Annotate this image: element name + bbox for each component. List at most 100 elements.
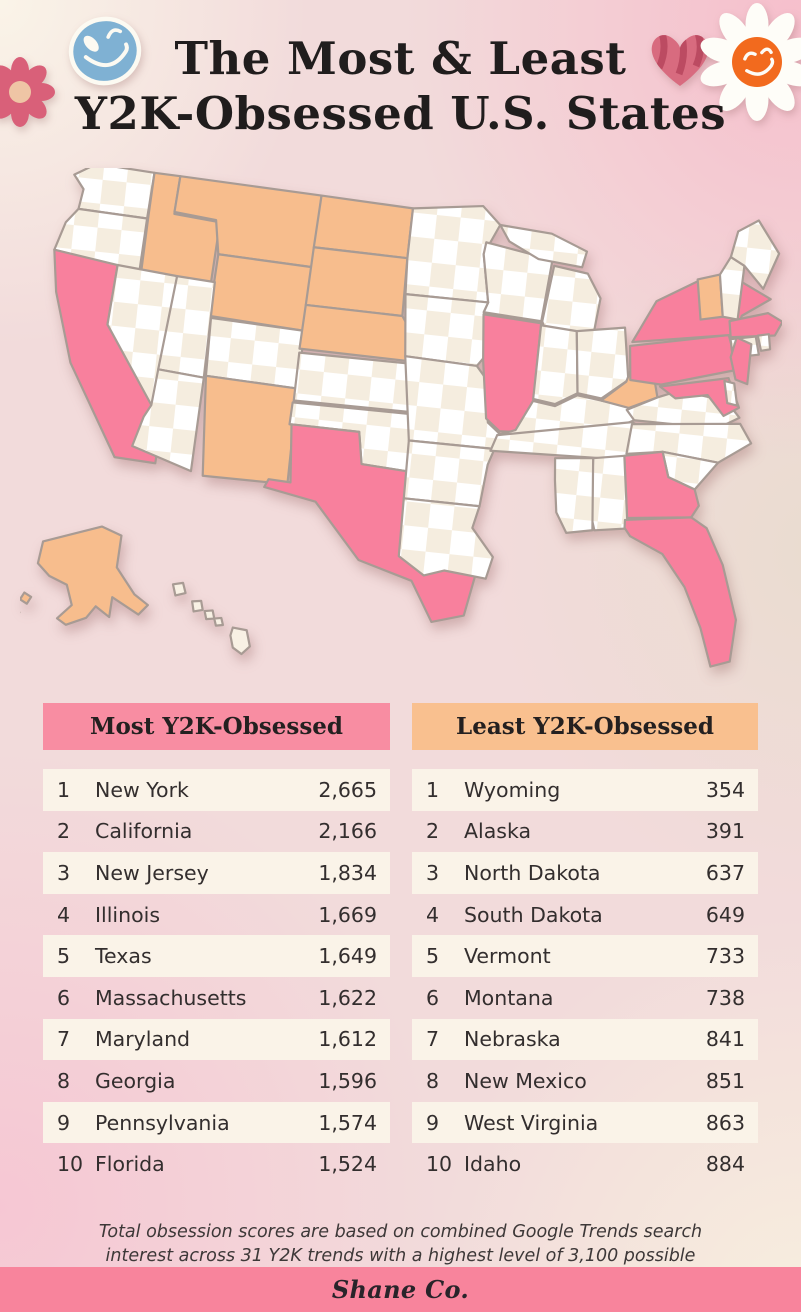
table-row: 1 Wyoming 354 <box>412 769 758 811</box>
state-hi1 <box>171 581 187 597</box>
score-cell: 884 <box>705 1152 745 1177</box>
score-cell: 1,649 <box>318 944 377 969</box>
score-cell: 1,574 <box>318 1110 377 1135</box>
state-cell: Wyoming <box>464 777 561 802</box>
score-cell: 841 <box>705 1027 745 1052</box>
least-obsessed-table: Least Y2K-Obsessed 1 Wyoming 354 2 Alaska 39… <box>412 703 758 1185</box>
state-ms <box>553 457 595 534</box>
state-ia <box>404 293 492 368</box>
brand-logo: Shane Co. <box>331 1275 470 1304</box>
state-cell: New York <box>95 777 189 802</box>
state-cell: Vermont <box>464 944 551 969</box>
rank-cell: 7 <box>426 1027 440 1052</box>
score-cell: 851 <box>705 1068 745 1093</box>
table-row: 10 Florida 1,524 <box>43 1143 390 1185</box>
most-table-rows: 1 New York 2,665 2 California 2,166 3 New Jer… <box>43 769 390 1185</box>
score-cell: 1,524 <box>318 1152 377 1177</box>
state-mi1 <box>499 223 589 269</box>
score-cell: 1,622 <box>318 985 377 1010</box>
score-cell: 2,166 <box>318 819 377 844</box>
rank-cell: 4 <box>57 902 71 927</box>
score-cell: 863 <box>705 1110 745 1135</box>
rank-cell: 7 <box>57 1027 71 1052</box>
state-ak <box>10 525 149 626</box>
score-cell: 1,612 <box>318 1027 377 1052</box>
title-line-2: Y2K-Obsessed U.S. States <box>74 86 727 140</box>
state-cell: Massachusetts <box>95 985 247 1010</box>
state-ga <box>623 450 700 520</box>
score-cell: 738 <box>705 985 745 1010</box>
score-cell: 637 <box>705 860 745 885</box>
state-cell: Alaska <box>464 819 532 844</box>
least-table-header: Least Y2K-Obsessed <box>412 703 758 750</box>
table-row: 6 Montana 738 <box>412 977 758 1019</box>
title-line-1: The Most & Least <box>174 32 627 85</box>
state-cell: West Virginia <box>464 1110 599 1135</box>
state-hi2 <box>191 599 204 613</box>
table-row: 4 South Dakota 649 <box>412 894 758 936</box>
score-cell: 391 <box>705 819 745 844</box>
table-row: 10 Idaho 884 <box>412 1143 758 1185</box>
state-cell: Idaho <box>464 1152 522 1177</box>
table-row: 6 Massachusetts 1,622 <box>43 977 390 1019</box>
rank-cell: 6 <box>426 985 440 1010</box>
state-ri <box>756 333 772 352</box>
rank-cell: 3 <box>426 860 440 885</box>
score-cell: 2,665 <box>318 777 377 802</box>
rank-cell: 1 <box>57 777 71 802</box>
heart-icon <box>648 30 712 90</box>
table-row: 7 Maryland 1,612 <box>43 1018 390 1061</box>
table-row: 5 Texas 1,649 <box>43 935 390 977</box>
state-nh <box>718 255 746 321</box>
rank-cell: 4 <box>426 902 440 927</box>
table-row: 8 New Mexico 851 <box>412 1060 758 1102</box>
rank-cell: 8 <box>57 1068 71 1093</box>
table-row: 7 Nebraska 841 <box>412 1018 758 1061</box>
state-nj <box>729 336 753 386</box>
state-cell: Texas <box>95 944 152 969</box>
score-cell: 733 <box>705 944 745 969</box>
table-row: 2 Alaska 391 <box>412 811 758 853</box>
note-line-2: interest across 31 Y2K trends with a hig… <box>105 1246 696 1266</box>
state-ma <box>728 312 784 339</box>
least-table-rows: 1 Wyoming 354 2 Alaska 391 3 North Dakota 637 … <box>412 769 758 1185</box>
methodology-note: Total obsession scores are based on comb… <box>0 1220 801 1269</box>
state-cell: Montana <box>464 985 554 1010</box>
rank-cell: 9 <box>57 1110 71 1135</box>
us-map <box>10 162 784 676</box>
most-obsessed-table: Most Y2K-Obsessed 1 New York 2,665 2 Califo… <box>43 703 390 1185</box>
most-table-header: Most Y2K-Obsessed <box>43 703 390 750</box>
rank-cell: 5 <box>426 944 440 969</box>
table-row: 3 New Jersey 1,834 <box>43 852 390 894</box>
state-cell: California <box>95 819 193 844</box>
state-md <box>658 377 741 418</box>
state-cell: Nebraska <box>464 1027 561 1052</box>
state-cell: South Dakota <box>464 902 603 927</box>
state-hi4 <box>213 616 225 627</box>
score-cell: 354 <box>705 777 745 802</box>
score-cell: 1,596 <box>318 1068 377 1093</box>
state-az <box>131 368 205 473</box>
note-line-1: Total obsession scores are based on comb… <box>98 1221 703 1242</box>
page-title: The Most & Least Y2K-Obsessed U.S. State… <box>0 32 801 142</box>
state-cell: Maryland <box>95 1027 191 1052</box>
state-in <box>532 324 579 406</box>
state-la <box>397 497 494 580</box>
state-nm <box>201 374 299 486</box>
winking-smiley-icon <box>66 14 144 88</box>
flower-icon <box>0 56 56 128</box>
rank-cell: 1 <box>426 777 440 802</box>
state-cell: New Mexico <box>464 1068 587 1093</box>
table-row: 5 Vermont 733 <box>412 935 758 977</box>
state-cell: Georgia <box>95 1068 176 1093</box>
rank-cell: 6 <box>57 985 71 1010</box>
state-hi3 <box>203 609 216 621</box>
table-row: 9 Pennsylvania 1,574 <box>43 1101 390 1144</box>
footer-bar: Shane Co. <box>0 1267 801 1312</box>
state-cell: Florida <box>95 1152 165 1177</box>
rank-cell: 2 <box>57 819 71 844</box>
score-cell: 649 <box>705 902 745 927</box>
table-row: 3 North Dakota 637 <box>412 852 758 894</box>
state-de <box>723 379 739 407</box>
score-cell: 1,834 <box>318 860 377 885</box>
